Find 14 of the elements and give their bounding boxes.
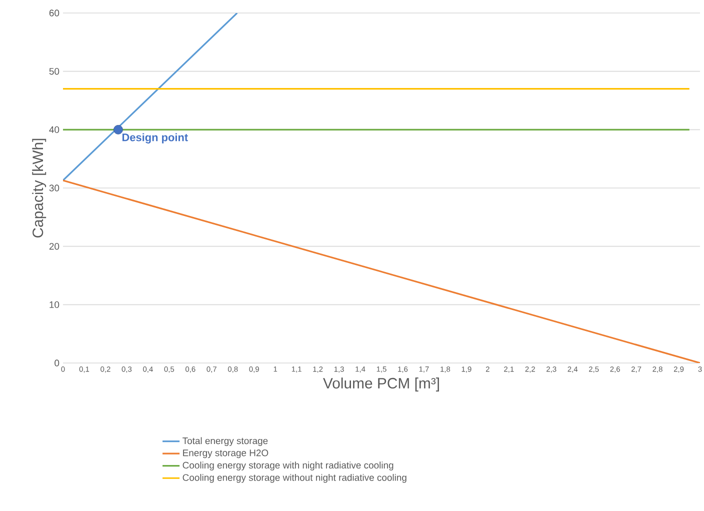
annotation: Design point bbox=[122, 133, 188, 144]
legend-label: Energy storage H2O bbox=[183, 450, 268, 458]
y-tick-label: 30 bbox=[49, 184, 60, 192]
y-tick-label: 50 bbox=[49, 68, 60, 75]
y-tick-label: 40 bbox=[49, 126, 60, 134]
x-axis-title: Volume PCM [m³] bbox=[323, 378, 439, 392]
legend-label: Cooling energy storage with night radiative cooling bbox=[182, 462, 394, 470]
legend-label: Cooling energy storage without night radiative cooling bbox=[182, 474, 406, 483]
y-axis-title: Capacity [kWh] bbox=[32, 138, 46, 238]
y-tick-label: 10 bbox=[50, 301, 60, 308]
y-tick-label: 60 bbox=[49, 10, 60, 16]
legend-label: Total energy storage bbox=[182, 437, 268, 446]
y-tick-label: 0 bbox=[54, 360, 60, 366]
y-tick-label: 20 bbox=[49, 242, 60, 250]
